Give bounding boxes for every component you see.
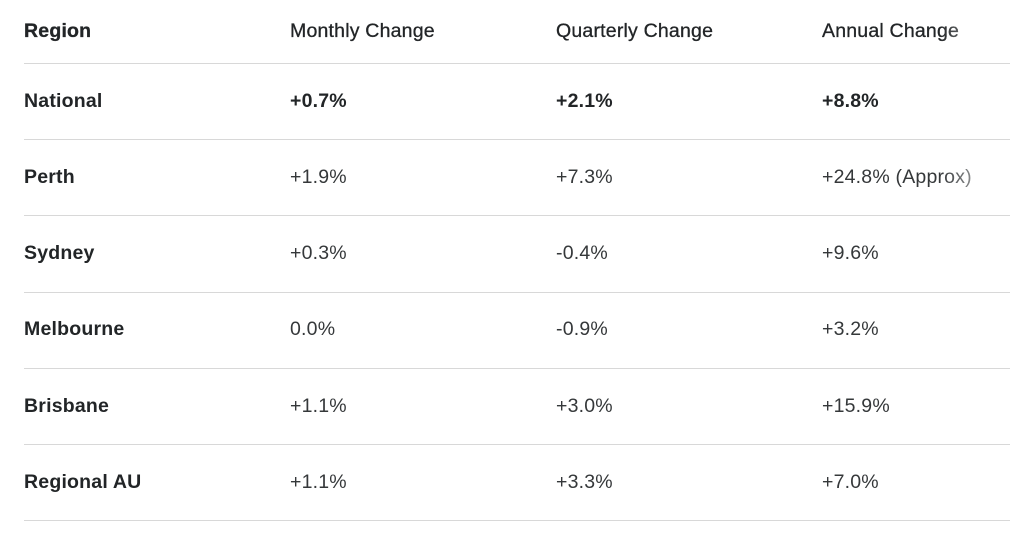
region-cell: Melbourne bbox=[24, 318, 125, 341]
region-cell: Sydney bbox=[24, 242, 95, 265]
table-row: Melbourne 0.0% -0.9% +3.2% bbox=[24, 293, 1010, 369]
monthly-change-cell: +0.3% bbox=[290, 242, 347, 265]
monthly-change-cell: +1.9% bbox=[290, 166, 347, 189]
region-cell: Brisbane bbox=[24, 394, 110, 417]
table-row: National +0.7% +2.1% +8.8% bbox=[24, 64, 1010, 141]
annual-change-cell: +8.8% bbox=[822, 89, 879, 112]
region-cell: Perth bbox=[24, 166, 75, 189]
region-cell: National bbox=[24, 89, 103, 112]
column-header-annual-change: Annual Change bbox=[822, 19, 960, 42]
quarterly-change-cell: +3.0% bbox=[556, 394, 613, 417]
annual-change-cell: +9.6% bbox=[822, 242, 879, 265]
column-header-quarterly-change: Quarterly Change bbox=[556, 19, 714, 42]
monthly-change-cell: +1.1% bbox=[290, 470, 347, 493]
column-header-region: Region bbox=[24, 19, 92, 42]
table-body: National +0.7% +2.1% +8.8% Perth +1.9% +… bbox=[24, 64, 1010, 522]
monthly-change-cell: 0.0% bbox=[290, 318, 336, 341]
table-row: Brisbane +1.1% +3.0% +15.9% bbox=[24, 369, 1010, 445]
annual-change-cell: +3.2% bbox=[822, 318, 879, 341]
annual-change-cell: +15.9% bbox=[822, 394, 890, 417]
quarterly-change-cell: +7.3% bbox=[556, 166, 613, 189]
table-row: Perth +1.9% +7.3% +24.8% (Approx) bbox=[24, 140, 1010, 217]
price-change-table: Region Monthly Change Quarterly Change A… bbox=[24, 0, 1010, 522]
table-row: Regional AU +1.1% +3.3% +7.0% bbox=[24, 445, 1010, 522]
quarterly-change-cell: -0.9% bbox=[556, 318, 608, 341]
monthly-change-cell: +0.7% bbox=[290, 89, 347, 112]
table-row: Sydney +0.3% -0.4% +9.6% bbox=[24, 216, 1010, 293]
region-cell: Regional AU bbox=[24, 470, 142, 493]
table-header-row: Region Monthly Change Quarterly Change A… bbox=[24, 0, 1010, 64]
annual-change-cell: +24.8% (Approx) bbox=[822, 166, 972, 189]
quarterly-change-cell: +2.1% bbox=[556, 89, 613, 112]
quarterly-change-cell: +3.3% bbox=[556, 470, 613, 493]
annual-change-cell: +7.0% bbox=[822, 470, 879, 493]
column-header-monthly-change: Monthly Change bbox=[290, 19, 435, 42]
quarterly-change-cell: -0.4% bbox=[556, 242, 608, 265]
monthly-change-cell: +1.1% bbox=[290, 394, 347, 417]
